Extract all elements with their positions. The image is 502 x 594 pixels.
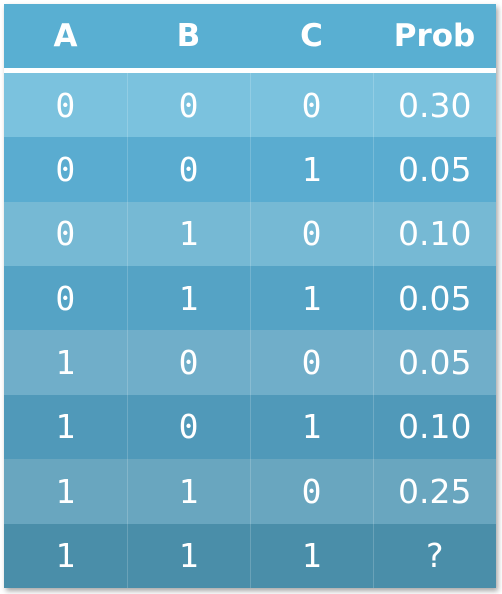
- table-row: 0 1 0 0.10: [4, 201, 496, 267]
- cell-b: 1: [127, 266, 251, 331]
- header-b: B: [127, 4, 250, 73]
- cell-b: 1: [127, 523, 251, 588]
- cell-prob: 0.10: [398, 407, 472, 447]
- cell-prob: 0.05: [398, 150, 472, 190]
- cell-b: 0: [127, 330, 251, 395]
- header-row: A B C Prob: [4, 4, 496, 73]
- table-row: 1 0 0 0.05: [4, 330, 496, 395]
- cell-c: 1: [250, 523, 374, 588]
- cell-c: 1: [250, 266, 374, 331]
- cell-c: 0: [250, 459, 374, 524]
- table-row: 1 1 1 ?: [4, 523, 496, 588]
- table-row: 1 0 1 0.10: [4, 394, 496, 460]
- cell-a: 0: [4, 70, 128, 138]
- cell-c: 0: [250, 330, 374, 395]
- cell-prob: 0.05: [398, 278, 472, 318]
- cell-prob: 0.30: [398, 85, 472, 125]
- cell-c: 0: [250, 201, 374, 267]
- cell-c: 0: [250, 70, 374, 138]
- cell-a: 1: [4, 330, 128, 395]
- cell-a: 0: [4, 201, 128, 267]
- joint-probability-table: A B C Prob 0 0 0 0.30 0 0 1 0.05 0 1: [4, 4, 496, 588]
- probability-table-container: A B C Prob 0 0 0 0.30 0 0 1 0.05 0 1: [4, 4, 496, 588]
- cell-prob: 0.10: [398, 214, 472, 254]
- table-body: 0 0 0 0.30 0 0 1 0.05 0 1 0 0.10 0 1 1: [4, 70, 496, 588]
- cell-prob: 0.25: [398, 471, 472, 511]
- table-row: 0 0 1 0.05: [4, 137, 496, 202]
- table-row: 1 1 0 0.25: [4, 459, 496, 524]
- cell-a: 1: [4, 459, 128, 524]
- header-prob: Prob: [373, 4, 496, 73]
- cell-b: 1: [127, 201, 251, 267]
- cell-a: 1: [4, 523, 128, 588]
- table-row: 0 0 0 0.30: [4, 70, 496, 138]
- header-a: A: [4, 4, 127, 73]
- cell-c: 1: [250, 394, 374, 460]
- table-row: 0 1 1 0.05: [4, 266, 496, 331]
- cell-a: 1: [4, 394, 128, 460]
- cell-b: 1: [127, 459, 251, 524]
- header-c: C: [250, 4, 373, 73]
- cell-b: 0: [127, 137, 251, 202]
- cell-a: 0: [4, 137, 128, 202]
- cell-b: 0: [127, 70, 251, 138]
- cell-prob: 0.05: [398, 343, 472, 383]
- cell-c: 1: [250, 137, 374, 202]
- cell-b: 0: [127, 394, 251, 460]
- cell-a: 0: [4, 266, 128, 331]
- cell-prob: ?: [425, 536, 444, 576]
